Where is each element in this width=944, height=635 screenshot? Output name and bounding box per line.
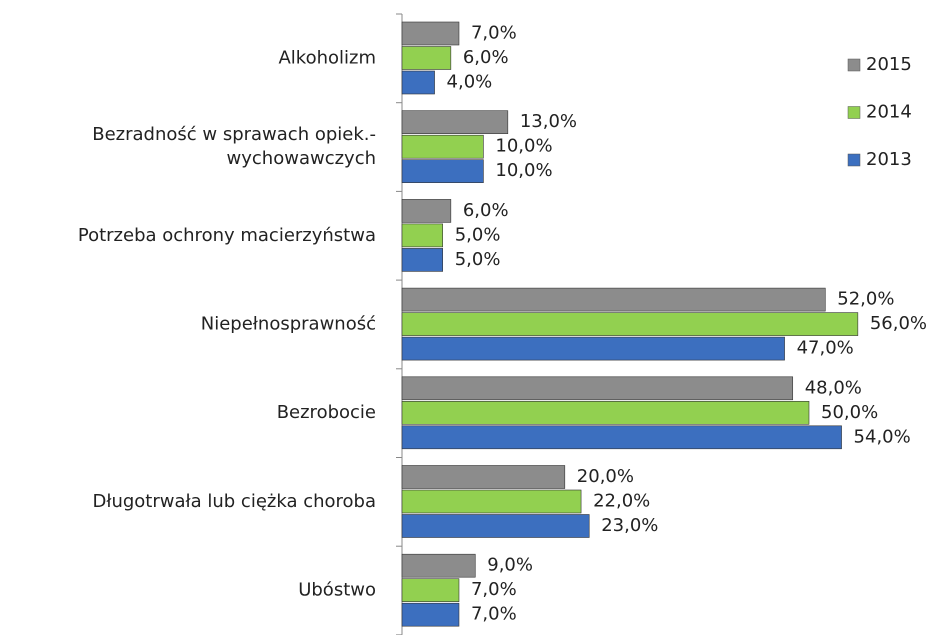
value-label: 20,0% bbox=[577, 466, 634, 487]
bar bbox=[401, 578, 460, 603]
value-label: 7,0% bbox=[471, 604, 517, 625]
category-label: Alkoholizm bbox=[278, 47, 376, 68]
bar bbox=[401, 489, 582, 514]
bar bbox=[401, 70, 435, 95]
category-label: Bezrobocie bbox=[277, 402, 376, 423]
value-label: 5,0% bbox=[455, 249, 501, 270]
bar bbox=[401, 21, 460, 46]
value-label: 48,0% bbox=[805, 377, 862, 398]
legend-swatch bbox=[847, 153, 861, 167]
value-label: 6,0% bbox=[463, 200, 509, 221]
bar bbox=[401, 465, 566, 489]
category-label: Potrzeba ochrony macierzyństwa bbox=[78, 225, 376, 246]
legend-label: 2015 bbox=[866, 54, 912, 75]
bar bbox=[401, 110, 509, 134]
legend-label: 2013 bbox=[866, 149, 912, 170]
legend-swatch bbox=[847, 58, 861, 72]
value-label: 50,0% bbox=[821, 402, 878, 423]
value-label: 9,0% bbox=[487, 555, 533, 576]
value-label: 10,0% bbox=[495, 160, 552, 181]
value-label: 52,0% bbox=[837, 289, 894, 310]
category-label: Długotrwała lub ciężka choroba bbox=[92, 491, 376, 512]
value-label: 54,0% bbox=[854, 426, 911, 447]
bar bbox=[401, 46, 452, 70]
legend-swatch bbox=[847, 106, 861, 119]
value-label: 13,0% bbox=[520, 111, 577, 132]
bar bbox=[401, 425, 842, 450]
bar bbox=[401, 400, 810, 425]
bar bbox=[401, 287, 826, 312]
value-label: 22,0% bbox=[593, 491, 650, 512]
bar bbox=[401, 602, 460, 627]
value-label: 5,0% bbox=[455, 224, 501, 245]
bar bbox=[401, 248, 444, 272]
value-label: 23,0% bbox=[601, 515, 658, 536]
value-label: 6,0% bbox=[463, 47, 509, 68]
value-label: 4,0% bbox=[447, 72, 493, 93]
bar bbox=[401, 199, 452, 223]
bar bbox=[401, 312, 859, 336]
bar bbox=[401, 553, 476, 578]
value-label: 56,0% bbox=[870, 313, 927, 334]
category-label: Ubóstwo bbox=[298, 580, 376, 601]
bar bbox=[401, 376, 794, 401]
bar bbox=[401, 514, 590, 538]
bar bbox=[401, 336, 785, 361]
bar bbox=[401, 223, 444, 248]
value-label: 7,0% bbox=[471, 23, 517, 44]
bar bbox=[401, 159, 484, 183]
category-label: Bezradność w sprawach opiek.-wychowawczy… bbox=[92, 124, 376, 169]
legend-label: 2014 bbox=[866, 102, 912, 123]
bar bbox=[401, 134, 484, 159]
value-label: 7,0% bbox=[471, 579, 517, 600]
value-label: 10,0% bbox=[495, 136, 552, 157]
value-label: 47,0% bbox=[797, 338, 854, 359]
category-label: Niepełnosprawność bbox=[201, 313, 376, 334]
